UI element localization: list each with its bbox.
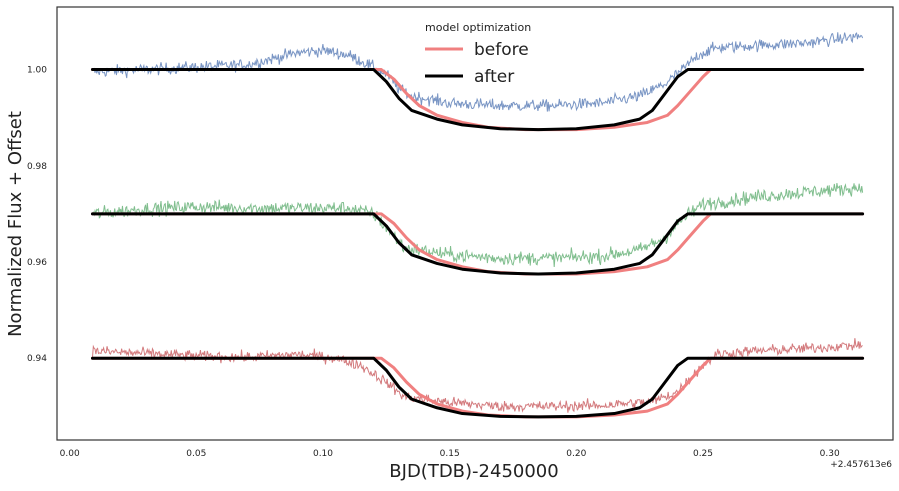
- y-axis-label: Normalized Flux + Offset: [5, 111, 26, 337]
- x-axis-ticks: 0.00 0.05 0.10 0.15 0.20 0.25 0.30: [60, 449, 840, 459]
- model-before-line-5: [90, 212, 865, 276]
- model-after-line-6: [90, 212, 865, 276]
- x-tick-label: 0.25: [693, 449, 713, 459]
- plot-frame: [56, 6, 894, 441]
- y-tick-label: 1.00: [27, 66, 47, 76]
- y-axis-ticks: 0.94 0.96 0.98 1.00: [27, 66, 47, 365]
- legend-label-after: after: [474, 67, 514, 87]
- x-axis-label: BJD(TDB)-2450000: [389, 461, 558, 482]
- model-after-line-8: [90, 356, 865, 419]
- x-tick-label: 0.10: [313, 449, 333, 459]
- data-series-0: [92, 32, 864, 112]
- data-layer: [91, 32, 864, 413]
- legend-title: model optimization: [425, 21, 531, 34]
- y-tick-label: 0.98: [27, 162, 47, 172]
- model-layer: [90, 68, 865, 419]
- x-tick-label: 0.15: [440, 449, 460, 459]
- y-tick-label: 0.94: [27, 354, 47, 364]
- x-tick-label: 0.20: [566, 449, 586, 459]
- model-after-line-4: [90, 68, 865, 132]
- legend-label-before: before: [474, 40, 529, 60]
- x-tick-label: 0.30: [820, 449, 840, 459]
- data-series-1: [92, 182, 864, 267]
- x-offset-text: +2.457613e6: [830, 460, 892, 470]
- x-tick-label: 0.00: [60, 449, 80, 459]
- data-series-2: [91, 338, 863, 413]
- legend: model optimization before after: [425, 21, 531, 87]
- y-tick-label: 0.96: [27, 258, 47, 268]
- x-tick-label: 0.05: [186, 449, 206, 459]
